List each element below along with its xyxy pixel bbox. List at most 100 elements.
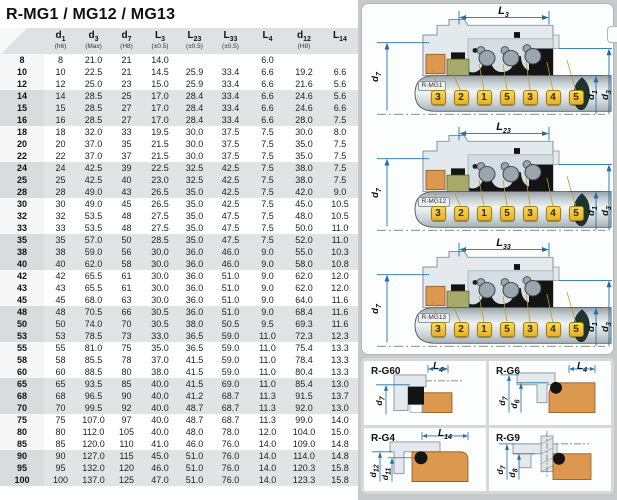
corner-tab[interactable]: [607, 26, 617, 43]
value-cell: 14.0: [258, 439, 277, 449]
value-cell: 69.0: [221, 379, 240, 389]
value-cell: 15.0: [331, 427, 349, 437]
value-cell: 7.5: [261, 151, 274, 161]
value-cell: 105: [118, 427, 135, 437]
value-cell: 11.0: [259, 355, 276, 365]
value-cell: 38.0: [295, 163, 313, 173]
seat-diagrams-panel: R-G60 L4 d7: [361, 358, 614, 494]
part-number-callout: 2: [453, 322, 469, 337]
row-label-cell: 45: [0, 294, 44, 306]
value-cell: 30.0: [185, 151, 204, 161]
row-label-cell: 22: [0, 150, 44, 162]
value-cell: 65: [55, 379, 66, 389]
table-row: 12 12 25.0 23 15.0 25.9 33.4 6.6 21.6 5.6: [0, 78, 358, 90]
value-cell: 99.5: [84, 403, 103, 413]
value-cell: 36.0: [185, 259, 204, 269]
value-cell: 81.0: [84, 343, 103, 353]
value-cell: 12.0: [331, 271, 349, 281]
value-cell: 70: [55, 403, 66, 413]
row-label-cell: 35: [0, 234, 44, 246]
value-cell: 33.4: [221, 103, 240, 113]
value-cell: 11.0: [259, 331, 276, 341]
value-cell: 30.0: [185, 139, 204, 149]
table-row: 65 65 93.5 85 40.0 41.5 69.0 11.0 85.4 13.0: [0, 378, 358, 390]
seat-drawing: [372, 431, 469, 482]
value-cell: 45.0: [151, 451, 169, 461]
value-cell: 11.6: [331, 319, 349, 329]
table-row: 53 53 78.5 73 33.0 36.5 59.0 11.0 72.3 12.3: [0, 330, 358, 342]
part-number-callout: 4: [545, 90, 561, 105]
value-cell: 6.6: [261, 91, 274, 101]
value-cell: 47.0: [151, 475, 169, 485]
part-number-callout: 5: [568, 322, 584, 337]
value-cell: 92: [121, 403, 132, 413]
row-label-cell: 58: [0, 354, 44, 366]
value-cell: 14.5: [151, 67, 169, 77]
value-cell: 7.5: [261, 163, 274, 173]
value-cell: 21.5: [151, 139, 169, 149]
part-number-callout: 3: [430, 322, 446, 337]
seat-top-dimension: L14: [438, 427, 452, 441]
value-cell: 63: [121, 295, 132, 305]
value-cell: 11.0: [259, 367, 276, 377]
value-cell: 30: [55, 199, 66, 209]
value-cell: 28.5: [84, 103, 103, 113]
row-label-cell: 85: [0, 438, 44, 450]
value-cell: 40.0: [151, 415, 169, 425]
value-cell: 50.0: [295, 223, 313, 233]
value-cell: 7.5: [261, 199, 274, 209]
value-cell: 12.0: [258, 427, 277, 437]
value-cell: 78.4: [295, 355, 313, 365]
value-cell: 49.0: [84, 199, 103, 209]
row-label-cell: 42: [0, 270, 44, 282]
value-cell: 57.0: [84, 235, 103, 245]
value-cell: 40.0: [151, 379, 169, 389]
table-row: 20 20 37.0 35 21.5 30.0 37.5 7.5 35.0 7.5: [0, 138, 358, 150]
value-cell: 90: [55, 451, 66, 461]
value-cell: 36.0: [185, 247, 204, 257]
value-cell: 39: [121, 163, 132, 173]
value-cell: 127.0: [82, 451, 105, 461]
part-number-callout: 5: [568, 206, 584, 221]
value-cell: 35.0: [185, 187, 204, 197]
value-cell: 5.6: [333, 91, 347, 101]
value-cell: 69.3: [295, 319, 313, 329]
value-cell: 85.5: [84, 355, 103, 365]
value-cell: 11.3: [259, 415, 276, 425]
value-cell: 59.0: [221, 343, 240, 353]
value-cell: 41.0: [151, 439, 169, 449]
value-cell: 12: [55, 79, 66, 89]
value-cell: 25.9: [185, 79, 204, 89]
value-cell: 40.0: [151, 391, 169, 401]
value-cell: 75.4: [295, 343, 313, 353]
column-header-l4: L4: [249, 28, 286, 54]
value-cell: 132.0: [82, 463, 105, 473]
table-row: 75 75 107.0 97 40.0 48.7 68.7 11.3 99.0 14.0: [0, 414, 358, 426]
value-cell: 48: [55, 307, 66, 317]
value-cell: 120.3: [292, 463, 316, 473]
value-cell: 9.5: [261, 319, 274, 329]
value-cell: 60: [55, 367, 66, 377]
row-label-cell: 43: [0, 282, 44, 294]
page-title: R-MG1 / MG12 / MG13: [6, 6, 176, 23]
value-cell: 23.0: [151, 175, 169, 185]
column-header-l33: L33 (±0.5): [212, 28, 249, 54]
seat-top-dimension: L4: [576, 361, 588, 374]
value-cell: 80.4: [295, 367, 313, 377]
row-label-cell: 80: [0, 426, 44, 438]
value-cell: 59.0: [221, 355, 240, 365]
row-label-cell: 10: [0, 66, 44, 78]
value-cell: 17.0: [151, 103, 169, 113]
value-cell: 76.0: [221, 475, 240, 485]
column-header-l14: L14: [322, 28, 358, 54]
value-cell: 123.3: [292, 475, 316, 485]
value-cell: 14.0: [258, 463, 277, 473]
part-number-callout: 3: [522, 322, 538, 337]
part-number-callout: 4: [545, 322, 561, 337]
value-cell: 24.6: [295, 91, 313, 101]
seat-diagram-rg4: R-G4 L14 d12 d11: [364, 427, 486, 491]
value-cell: 9.0: [261, 283, 274, 293]
row-label-cell: 95: [0, 462, 44, 474]
